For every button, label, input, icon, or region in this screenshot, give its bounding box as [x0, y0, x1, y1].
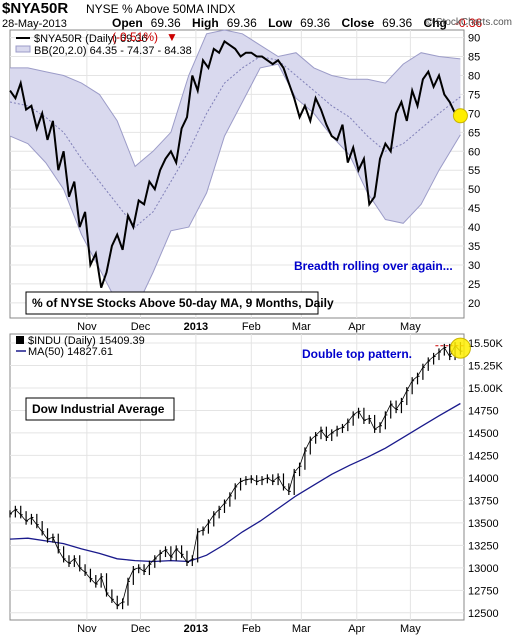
down-arrow-icon: ▼ [166, 30, 178, 44]
nya50r-price-line [9, 39, 461, 289]
upper-ytick-label: 20 [468, 298, 480, 310]
upper-ytick-label: 90 [468, 33, 480, 45]
last-value-highlight-dot [452, 108, 468, 124]
upper-ytick-label: 85 [468, 52, 480, 64]
lower-ytick-label: 13500 [468, 518, 499, 530]
low-label: Low [268, 16, 293, 30]
legend-bband: BB(20,2.0) 64.35 - 74.37 - 84.38 [34, 45, 192, 57]
high-value: 69.36 [226, 16, 257, 30]
stockcharts-watermark: © StockCharts.com [425, 17, 512, 28]
indu-ma50-line [9, 402, 461, 563]
upper-ytick-label: 40 [468, 222, 480, 234]
lower-xtick-label: Nov [77, 623, 97, 635]
bollinger-lower-line [9, 63, 461, 312]
low-value: 69.36 [300, 16, 331, 30]
upper-xtick-label: Mar [292, 321, 311, 333]
lower-plot-area [9, 333, 465, 621]
legend-nya50r: $NYA50R (Daily) 69.36 [34, 33, 148, 45]
open-value: 69.36 [150, 16, 181, 30]
double-top-annotation: Double top pattern. [302, 347, 412, 361]
lower-xtick-label: May [400, 623, 421, 635]
upper-xtick-label: Nov [77, 321, 97, 333]
upper-xtick-label: 2013 [184, 321, 208, 333]
upper-ytick-label: 60 [468, 146, 480, 158]
lower-xtick-label: Feb [242, 623, 261, 635]
upper-ytick-label: 35 [468, 241, 480, 253]
upper-ytick-label: 80 [468, 70, 480, 82]
bollinger-middle-line [9, 55, 461, 228]
upper-ytick-label: 45 [468, 203, 480, 215]
upper-ytick-label: 70 [468, 108, 480, 120]
upper-ytick-label: 30 [468, 260, 480, 272]
open-label: Open [112, 16, 143, 30]
chg-label: Chg [423, 16, 447, 30]
legend-indu: $INDU (Daily) 15409.39 [28, 335, 145, 347]
double-top-highlight-dot [449, 337, 471, 359]
upper-ytick-label: 25 [468, 279, 480, 291]
lower-ytick-label: 13750 [468, 495, 499, 507]
lower-ytick-label: 15.50K [468, 338, 504, 350]
bollinger-upper-line [10, 29, 461, 168]
close-label: Close [341, 16, 375, 30]
upper-ytick-label: 75 [468, 89, 480, 101]
upper-xtick-label: Feb [242, 321, 261, 333]
upper-ytick-label: 55 [468, 165, 480, 177]
upper-label-box [25, 291, 319, 315]
lower-ytick-label: 14000 [468, 473, 499, 485]
chg-value: -0.36 (-0.51%) [112, 16, 483, 44]
legend-swatch-indu [16, 336, 24, 344]
high-label: High [192, 16, 219, 30]
lower-ytick-label: 15.00K [468, 383, 504, 395]
legend-ma50: MA(50) 14827.61 [28, 346, 113, 358]
lower-ytick-label: 14250 [468, 450, 499, 462]
upper-label-text: % of NYSE Stocks Above 50-day MA, 9 Mont… [32, 296, 334, 310]
lower-ytick-label: 12500 [468, 608, 499, 620]
lower-label-text: Dow Industrial Average [32, 402, 165, 416]
upper-ytick-label: 50 [468, 184, 480, 196]
symbol-description: NYSE % Above 50MA INDX [86, 2, 236, 16]
lower-xtick-label: Mar [292, 623, 311, 635]
lower-ytick-label: 15.25K [468, 360, 504, 372]
breadth-annotation: Breadth rolling over again... [294, 259, 453, 273]
upper-ytick-label: 65 [468, 127, 480, 139]
lower-xtick-label: Dec [131, 623, 151, 635]
symbol-title: $NYA50R [2, 0, 69, 17]
upper-xtick-label: Apr [348, 321, 365, 333]
lower-label-box [25, 397, 175, 421]
lower-ytick-label: 13250 [468, 540, 499, 552]
close-value: 69.36 [382, 16, 413, 30]
lower-ytick-label: 12750 [468, 585, 499, 597]
legend-swatch-bband [15, 45, 31, 53]
lower-ytick-label: 13000 [468, 563, 499, 575]
lower-ytick-label: 14500 [468, 428, 499, 440]
lower-xtick-label: Apr [348, 623, 365, 635]
bollinger-band-fill [10, 30, 461, 311]
ohlc-readout: Open 69.36 High 69.36 Low 69.36 Close 69.36 … [112, 16, 520, 44]
lower-xtick-label: 2013 [184, 623, 208, 635]
indu-price-line [9, 345, 461, 607]
chart-date: 28-May-2013 [2, 18, 67, 30]
upper-xtick-label: Dec [131, 321, 151, 333]
upper-xtick-label: May [400, 321, 421, 333]
lower-ytick-label: 14750 [468, 405, 499, 417]
